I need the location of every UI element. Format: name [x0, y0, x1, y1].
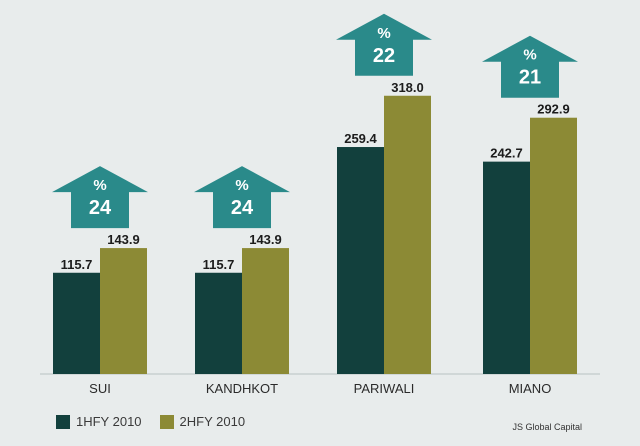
growth-value-pariwali: 22 [373, 45, 395, 67]
legend-label-1hfy: 1HFY 2010 [76, 414, 142, 429]
legend-swatch-2hfy [159, 414, 174, 429]
bar-miano-1hfy [483, 161, 530, 374]
growth-value-kandhkot: 24 [231, 197, 254, 219]
growth-symbol-miano: % [523, 47, 536, 64]
data-label-miano-1hfy: 242.7 [490, 146, 523, 161]
category-label-kandhkot: KANDHKOT [206, 381, 278, 396]
growth-symbol-kandhkot: % [235, 177, 248, 194]
legend-item-2hfy: 2HFY 2010 [159, 414, 246, 429]
bar-miano-2hfy [530, 117, 577, 375]
legend-label-2hfy: 2HFY 2010 [179, 414, 246, 429]
data-label-sui-2hfy: 143.9 [107, 232, 140, 247]
data-label-sui-1hfy: 115.7 [61, 257, 93, 272]
category-label-sui: SUI [89, 381, 111, 396]
growth-value-miano: 21 [519, 67, 541, 89]
growth-arrow-pariwali [336, 13, 432, 76]
data-label-pariwali-2hfy: 318.0 [391, 80, 424, 95]
source-credit: JS Global Capital [512, 422, 582, 432]
legend-swatch-1hfy [56, 414, 70, 429]
data-label-kandhkot-2hfy: 143.9 [249, 232, 282, 247]
data-label-kandhkot-1hfy: 115.7 [203, 257, 235, 272]
bar-pariwali-1hfy [337, 147, 384, 374]
legend-item-1hfy: 1HFY 2010 [56, 414, 142, 429]
bar-sui-1hfy [53, 272, 100, 374]
bar-sui-2hfy [100, 248, 147, 374]
bar-kandhkot-2hfy [242, 248, 289, 374]
growth-arrow-miano [482, 35, 578, 98]
growth-arrow-sui [52, 166, 148, 229]
bar-kandhkot-1hfy [195, 272, 242, 374]
data-label-miano-2hfy: 292.9 [537, 102, 570, 117]
growth-arrow-kandhkot [194, 166, 290, 229]
category-label-pariwali: PARIWALI [354, 381, 415, 396]
growth-symbol-pariwali: % [377, 25, 390, 42]
growth-value-sui: 24 [89, 197, 112, 219]
bar-pariwali-2hfy [384, 95, 431, 374]
data-label-pariwali-1hfy: 259.4 [344, 131, 377, 146]
legend: 1HFY 2010 2HFY 2010 [56, 414, 245, 429]
growth-symbol-sui: % [93, 177, 106, 194]
category-label-miano: MIANO [509, 381, 552, 396]
